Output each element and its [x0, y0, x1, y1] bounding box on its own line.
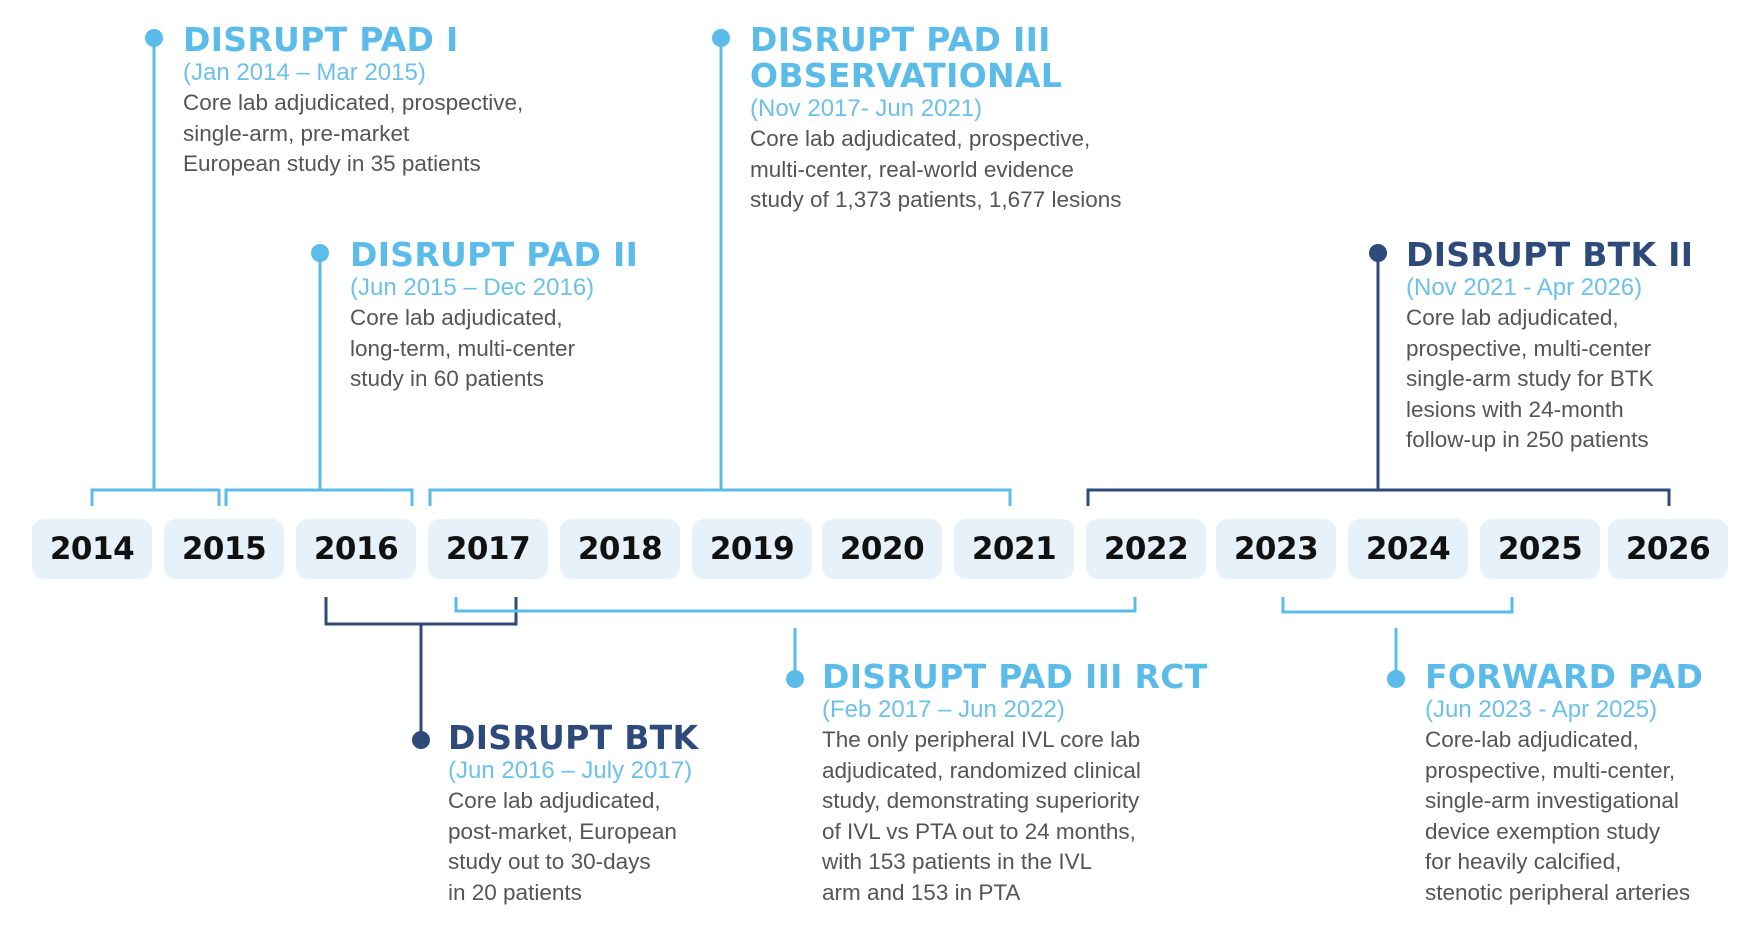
pad3rct-marker — [786, 670, 804, 688]
study-pad1: DISRUPT PAD I (Jan 2014 – Mar 2015) Core… — [183, 22, 523, 180]
desc-line: Core lab adjudicated, — [350, 305, 563, 330]
study-pad3-observational: DISRUPT PAD III OBSERVATIONAL (Nov 2017-… — [750, 22, 1122, 216]
desc-line: Core lab adjudicated, prospective, — [750, 126, 1091, 151]
study-description: The only peripheral IVL core lab adjudic… — [822, 725, 1208, 908]
study-dates: (Jun 2015 – Dec 2016) — [350, 274, 595, 301]
study-btk: DISRUPT BTK (Jun 2016 – July 2017) Core … — [448, 720, 698, 908]
desc-line: Core lab adjudicated, — [1406, 305, 1619, 330]
desc-line: Core lab adjudicated, — [448, 788, 661, 813]
study-dates: (Jun 2016 – July 2017) — [448, 757, 693, 784]
year-2022: 2022 — [1086, 519, 1206, 579]
study-dates: (Nov 2017- Jun 2021) — [750, 95, 983, 122]
desc-line: multi-center, real-world evidence — [750, 156, 1074, 182]
study-title: DISRUPT PAD II — [350, 235, 639, 274]
desc-line: stenotic peripheral arteries — [1425, 879, 1691, 905]
desc-line: long-term, multi-center — [350, 335, 576, 361]
study-pad2: DISRUPT PAD II (Jun 2015 – Dec 2016) Cor… — [350, 237, 638, 395]
year-2018: 2018 — [560, 519, 680, 579]
desc-line: arm and 153 in PTA — [822, 879, 1021, 905]
study-description: Core lab adjudicated, prospective, multi… — [750, 124, 1122, 216]
study-title: DISRUPT BTK II — [1406, 235, 1694, 274]
pad2-marker — [311, 244, 329, 262]
year-2014: 2014 — [32, 519, 152, 579]
year-2026: 2026 — [1608, 519, 1728, 579]
study-pad3-rct: DISRUPT PAD III RCT (Feb 2017 – Jun 2022… — [822, 659, 1208, 908]
desc-line: device exemption study — [1425, 818, 1661, 844]
forward-connector — [1281, 597, 1514, 688]
year-2017: 2017 — [428, 519, 548, 579]
year-2024: 2024 — [1348, 519, 1468, 579]
desc-line: for heavily calcified, — [1425, 849, 1622, 874]
desc-line: lesions with 24-month — [1406, 396, 1624, 422]
study-dates: (Nov 2021 - Apr 2026) — [1406, 274, 1643, 301]
study-description: Core-lab adjudicated, prospective, multi… — [1425, 725, 1703, 908]
study-description: Core lab adjudicated, post-market, Europ… — [448, 786, 698, 908]
desc-line: Core lab adjudicated, prospective, — [183, 90, 524, 115]
study-dates: (Jan 2014 – Mar 2015) — [183, 59, 426, 86]
desc-line: Core-lab adjudicated, — [1425, 727, 1639, 752]
desc-line: single-arm study for BTK — [1406, 366, 1654, 391]
study-description: Core lab adjudicated, long-term, multi-c… — [350, 303, 638, 395]
study-description: Core lab adjudicated, prospective, multi… — [1406, 303, 1693, 456]
year-2023: 2023 — [1216, 519, 1336, 579]
study-btk2: DISRUPT BTK II (Nov 2021 - Apr 2026) Cor… — [1406, 237, 1693, 456]
desc-line: single-arm investigational — [1425, 788, 1679, 813]
desc-line: study out to 30-days — [448, 849, 651, 874]
study-description: Core lab adjudicated, prospective, singl… — [183, 88, 523, 180]
desc-line: adjudicated, randomized clinical — [822, 757, 1141, 783]
study-dates: (Feb 2017 – Jun 2022) — [822, 696, 1065, 723]
desc-line: study in 60 patients — [350, 366, 544, 391]
pad3obs-marker — [712, 29, 730, 47]
pad3rct-connector — [454, 597, 1137, 688]
desc-line: post-market, European — [448, 818, 677, 844]
desc-line: prospective, multi-center — [1406, 335, 1652, 361]
study-title-line1: DISRUPT PAD III — [750, 20, 1051, 59]
study-dates: (Jun 2023 - Apr 2025) — [1425, 696, 1658, 723]
year-2021: 2021 — [954, 519, 1074, 579]
desc-line: follow-up in 250 patients — [1406, 427, 1649, 452]
pad3obs-connector — [428, 29, 1012, 506]
btk2-connector — [1086, 244, 1671, 506]
desc-line: European study in 35 patients — [183, 151, 481, 176]
desc-line: single-arm, pre-market — [183, 120, 410, 146]
pad1-marker — [145, 29, 163, 47]
study-title: FORWARD PAD — [1425, 657, 1704, 696]
btk-marker — [412, 731, 430, 749]
desc-line: of IVL vs PTA out to 24 months, — [822, 818, 1136, 844]
pad2-connector — [224, 244, 414, 506]
desc-line: prospective, multi-center, — [1425, 757, 1676, 783]
study-title: DISRUPT PAD I — [183, 20, 459, 59]
desc-line: in 20 patients — [448, 879, 582, 905]
year-2016: 2016 — [296, 519, 416, 579]
desc-line: with 153 patients in the IVL — [822, 849, 1093, 874]
btk2-marker — [1369, 244, 1387, 262]
year-2020: 2020 — [822, 519, 942, 579]
year-2015: 2015 — [164, 519, 284, 579]
study-title: DISRUPT BTK — [448, 718, 699, 757]
desc-line: study of 1,373 patients, 1,677 lesions — [750, 187, 1122, 212]
year-2019: 2019 — [692, 519, 812, 579]
study-title: DISRUPT PAD III RCT — [822, 657, 1208, 696]
study-title-line2: OBSERVATIONAL — [750, 56, 1063, 95]
pad1-connector — [90, 29, 221, 506]
desc-line: The only peripheral IVL core lab — [822, 727, 1141, 752]
desc-line: study, demonstrating superiority — [822, 788, 1140, 813]
year-2025: 2025 — [1480, 519, 1600, 579]
study-forward-pad: FORWARD PAD (Jun 2023 - Apr 2025) Core-l… — [1425, 659, 1703, 908]
forward-marker — [1387, 670, 1405, 688]
